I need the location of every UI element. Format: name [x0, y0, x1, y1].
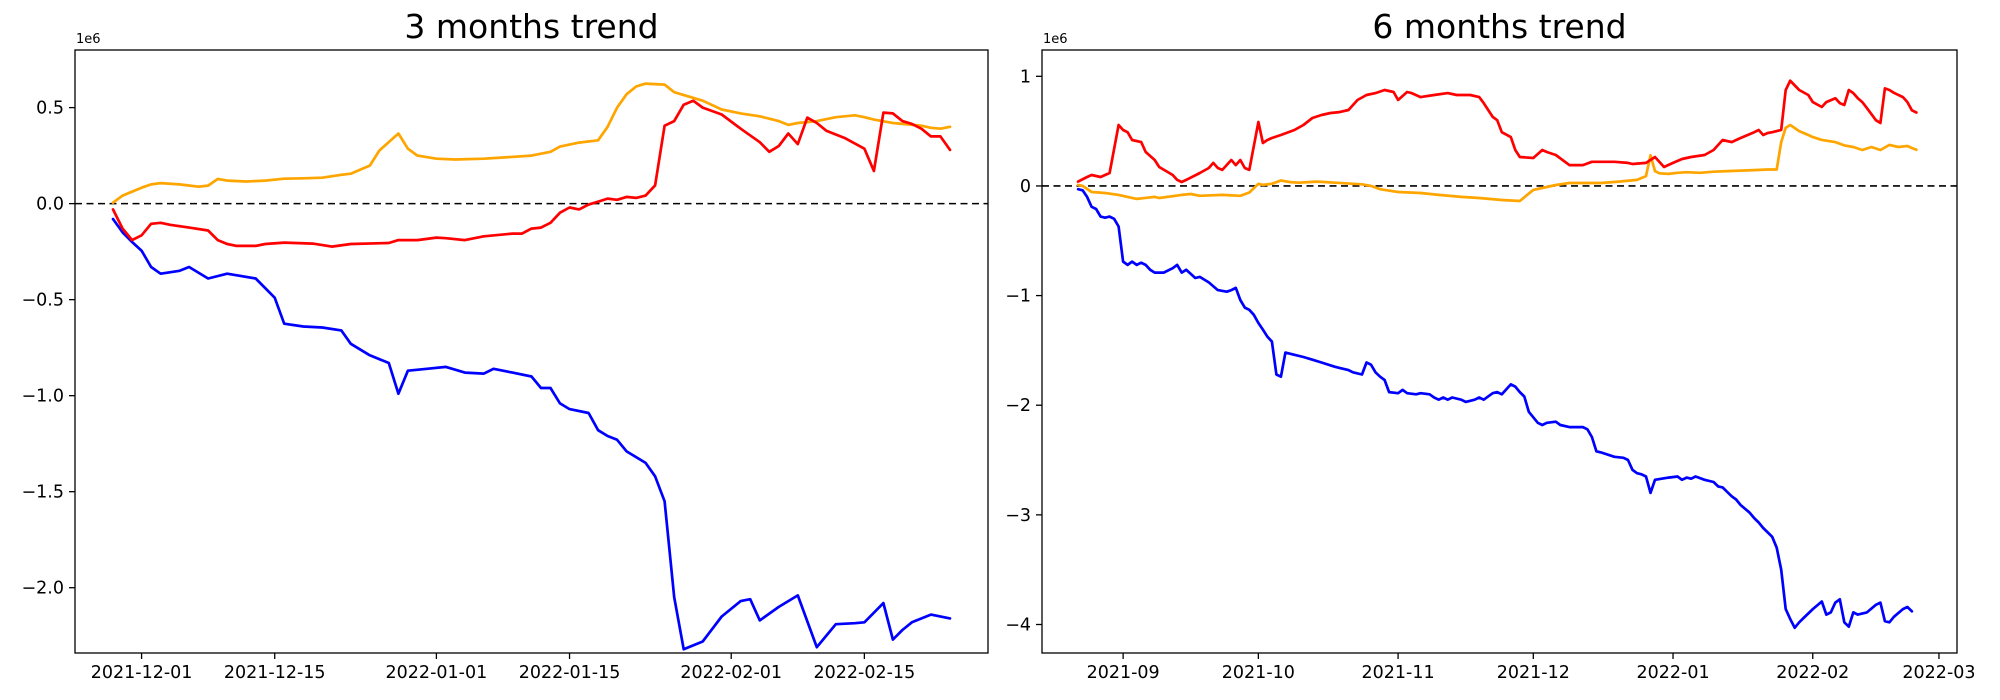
left-y-tick-label: 0.5 — [36, 99, 64, 119]
left-axes-frame — [74, 49, 989, 654]
right-x-tick-label: 2022-02 — [1776, 663, 1849, 683]
right-x-tick-label: 2021-10 — [1222, 663, 1295, 683]
left-y-tick-label: −0.5 — [22, 291, 65, 311]
right-x-tick-label: 2021-11 — [1362, 663, 1435, 683]
right-series-line-red — [1076, 79, 1918, 184]
right-series-line-orange — [1076, 123, 1918, 203]
left-y-tick-label: −1.0 — [22, 387, 65, 407]
left-x-tick-label: 2021-12-01 — [91, 663, 193, 683]
left-x-tick-label: 2022-01-01 — [386, 663, 488, 683]
left-y-axis-offset-label: 1e6 — [76, 32, 101, 47]
right-axes-frame — [1041, 49, 1958, 654]
right-x-tick-label: 2022-03 — [1902, 663, 1975, 683]
left-x-tick-label: 2021-12-15 — [224, 663, 326, 683]
left-chart-title: 3 months trend — [404, 7, 659, 46]
right-chart-title: 6 months trend — [1372, 7, 1627, 46]
right-x-tick-label: 2022-01 — [1636, 663, 1709, 683]
left-y-tick-label: 0.0 — [36, 195, 64, 215]
right-y-tick-label: −1 — [1005, 287, 1031, 307]
right-y-tick-label: −4 — [1005, 615, 1031, 635]
right-series-line-blue — [1076, 187, 1914, 630]
right-y-axis-offset-label: 1e6 — [1043, 32, 1068, 47]
left-x-tick-label: 2022-01-15 — [519, 663, 621, 683]
left-series-line-blue — [111, 217, 952, 651]
right-y-tick-label: 1 — [1020, 67, 1031, 87]
left-y-tick-label: −2.0 — [22, 579, 65, 599]
left-series-line-red — [111, 99, 952, 248]
left-y-tick-label: −1.5 — [22, 483, 65, 503]
right-y-tick-label: −2 — [1005, 396, 1031, 416]
right-x-tick-label: 2021-09 — [1087, 663, 1160, 683]
right-y-tick-label: 0 — [1020, 177, 1031, 197]
right-y-tick-label: −3 — [1005, 506, 1031, 526]
left-series-line-orange — [111, 82, 952, 205]
right-x-tick-label: 2021-12 — [1497, 663, 1570, 683]
left-x-tick-label: 2022-02-01 — [680, 663, 782, 683]
left-x-tick-label: 2022-02-15 — [814, 663, 916, 683]
